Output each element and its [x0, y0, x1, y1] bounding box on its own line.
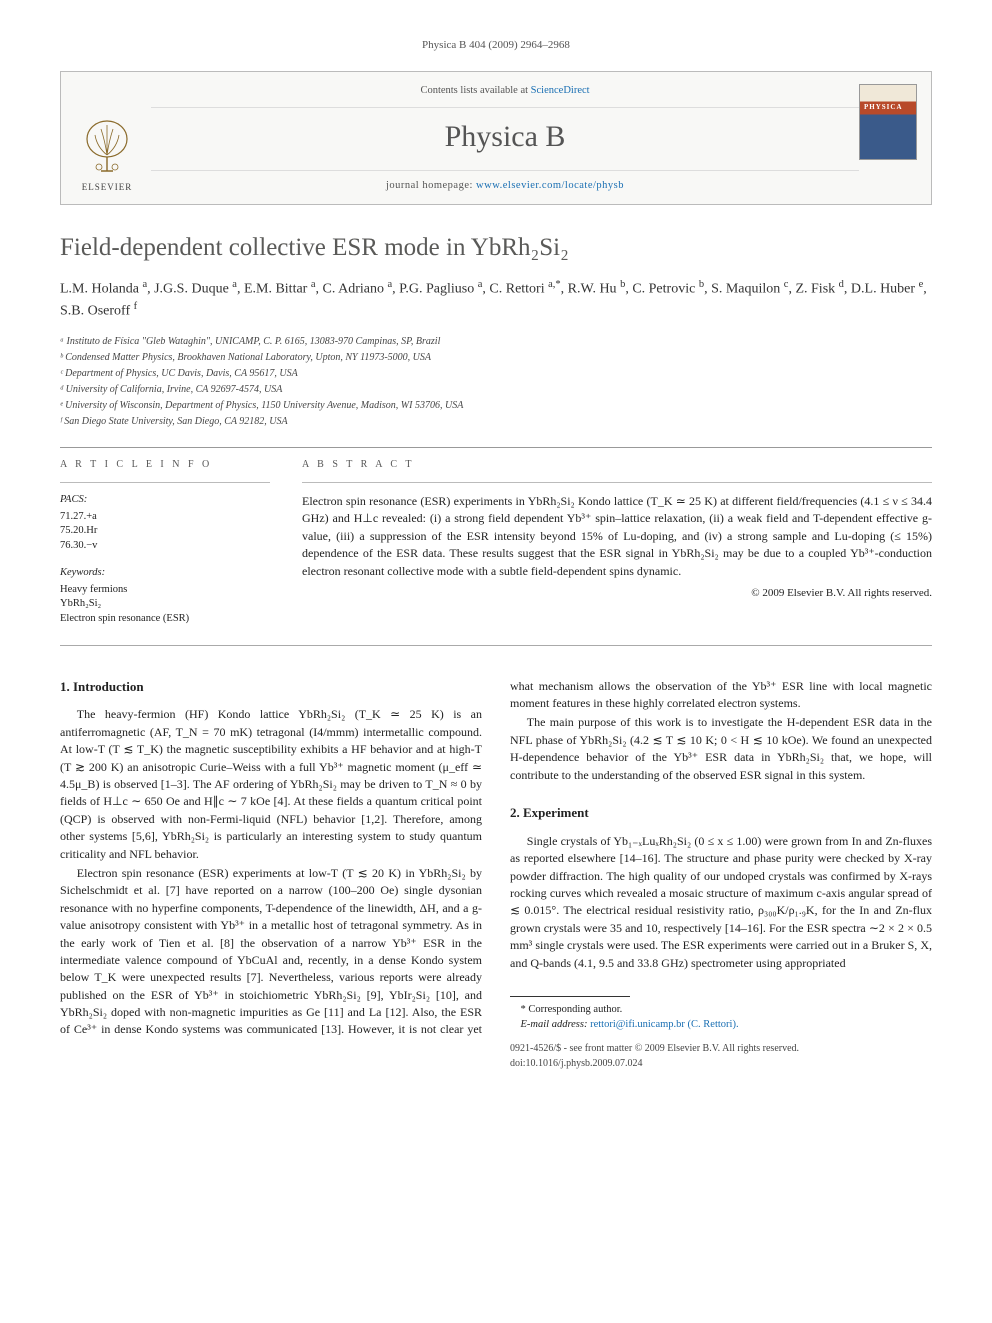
journal-homepage: journal homepage: www.elsevier.com/locat… — [151, 170, 859, 194]
homepage-prefix: journal homepage: — [386, 180, 476, 191]
info-rule — [60, 482, 270, 483]
affiliation-line: ᶜ Department of Physics, UC Davis, Davis… — [60, 366, 932, 381]
journal-header: ELSEVIER Contents lists available at Sci… — [60, 71, 932, 204]
contents-available: Contents lists available at ScienceDirec… — [151, 84, 859, 108]
cover-thumbnail: PHYSICA — [859, 84, 917, 160]
pacs-item: 71.27.+a — [60, 510, 270, 525]
affiliation-line: ᵉ University of Wisconsin, Department of… — [60, 398, 932, 413]
section-exp-title: 2. Experiment — [510, 804, 932, 823]
article-title: Field-dependent collective ESR mode in Y… — [60, 233, 932, 263]
elsevier-logo: ELSEVIER — [61, 72, 151, 203]
cover-label: PHYSICA — [864, 103, 903, 113]
intro-para-3: The main purpose of this work is to inve… — [510, 714, 932, 784]
affiliation-line: ᵇ Condensed Matter Physics, Brookhaven N… — [60, 350, 932, 365]
affiliation-line: ᵈ University of California, Irvine, CA 9… — [60, 382, 932, 397]
rule-top — [60, 447, 932, 448]
exp-para-1: Single crystals of Yb₁₋ₓLuₓRh₂Si₂ (0 ≤ x… — [510, 833, 932, 972]
elsevier-tree-icon — [77, 117, 137, 177]
article-info-column: A R T I C L E I N F O PACS: 71.27.+a75.2… — [60, 458, 270, 639]
intro-para-1: The heavy-fermion (HF) Kondo lattice YbR… — [60, 706, 482, 863]
pacs-item: 76.30.−v — [60, 539, 270, 554]
article-info-label: A R T I C L E I N F O — [60, 458, 270, 472]
keyword-item: YbRh₂Si₂ — [60, 597, 270, 612]
abstract-label: A B S T R A C T — [302, 458, 932, 472]
homepage-link[interactable]: www.elsevier.com/locate/physb — [476, 180, 624, 191]
abstract-copyright: © 2009 Elsevier B.V. All rights reserved… — [302, 586, 932, 601]
rule-bottom — [60, 645, 932, 646]
pacs-head: PACS: — [60, 493, 270, 508]
authors: L.M. Holanda a, J.G.S. Duque a, E.M. Bit… — [60, 277, 932, 322]
affiliation-line: ᶠ San Diego State University, San Diego,… — [60, 414, 932, 429]
contents-prefix: Contents lists available at — [420, 85, 530, 96]
journal-name: Physica B — [151, 116, 859, 158]
affiliations: ᵃ Instituto de Física "Gleb Wataghin", U… — [60, 334, 932, 429]
keyword-item: Electron spin resonance (ESR) — [60, 612, 270, 627]
journal-cover: PHYSICA — [859, 72, 931, 203]
pacs-item: 75.20.Hr — [60, 524, 270, 539]
doi-block: 0921-4526/$ - see front matter © 2009 El… — [510, 1042, 932, 1071]
body-columns: 1. Introduction The heavy-fermion (HF) K… — [60, 678, 932, 1072]
affiliation-line: ᵃ Instituto de Física "Gleb Wataghin", U… — [60, 334, 932, 349]
sciencedirect-link[interactable]: ScienceDirect — [531, 85, 590, 96]
keywords-head: Keywords: — [60, 566, 270, 581]
issn-line: 0921-4526/$ - see front matter © 2009 El… — [510, 1042, 932, 1057]
footnote-rule — [510, 996, 630, 997]
email-link[interactable]: rettori@ifi.unicamp.br (C. Rettori). — [590, 1019, 738, 1030]
running-head: Physica B 404 (2009) 2964–2968 — [60, 38, 932, 53]
abstract-column: A B S T R A C T Electron spin resonance … — [302, 458, 932, 639]
email-line: E-mail address: rettori@ifi.unicamp.br (… — [510, 1018, 932, 1033]
publisher-name: ELSEVIER — [82, 181, 133, 194]
keyword-item: Heavy fermions — [60, 583, 270, 598]
doi-line: doi:10.1016/j.physb.2009.07.024 — [510, 1057, 932, 1072]
corresponding-author: * Corresponding author. — [510, 1003, 932, 1018]
section-intro-title: 1. Introduction — [60, 678, 482, 697]
abstract-text: Electron spin resonance (ESR) experiment… — [302, 493, 932, 580]
email-label: E-mail address: — [521, 1019, 588, 1030]
abstract-rule — [302, 482, 932, 483]
footnotes: * Corresponding author. E-mail address: … — [510, 1003, 932, 1032]
